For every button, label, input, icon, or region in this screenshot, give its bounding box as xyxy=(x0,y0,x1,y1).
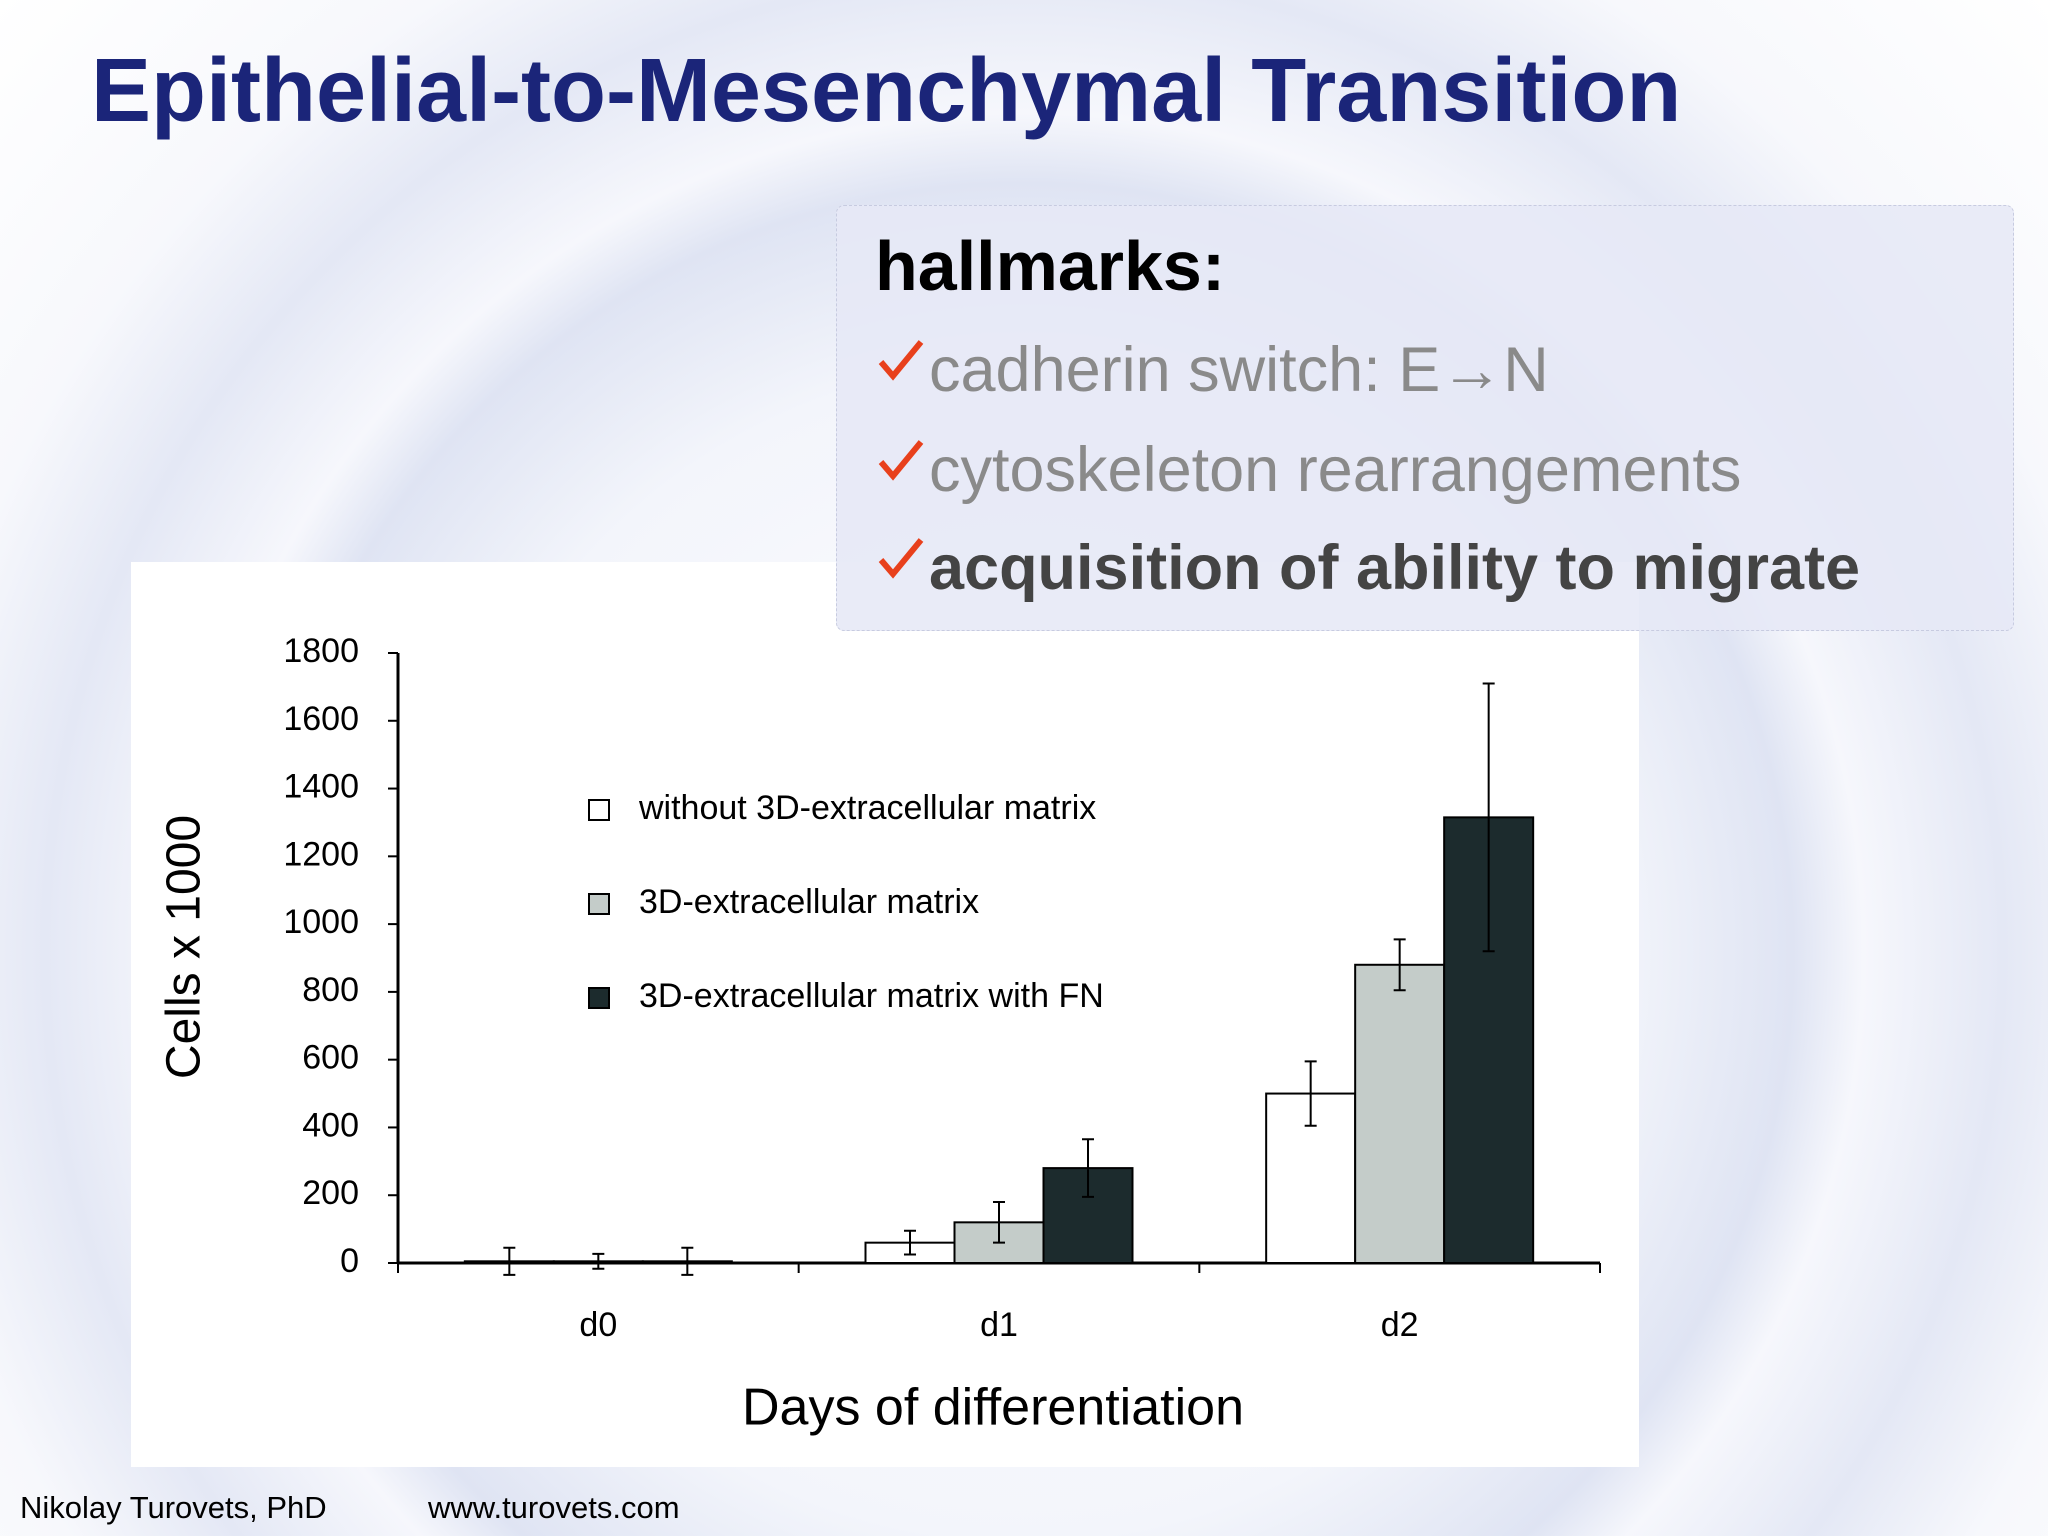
error-bar xyxy=(503,1246,516,1276)
footer-website: www.turovets.com xyxy=(428,1490,680,1525)
x-tick-label: d1 xyxy=(980,1306,1018,1344)
legend-label: 3D-extracellular matrix with FN xyxy=(639,977,1104,1015)
error-bar xyxy=(993,1201,1005,1244)
x-tick-label: d0 xyxy=(579,1306,617,1344)
check-icon xyxy=(878,538,924,579)
slide-title: Epithelial-to-Mesenchymal Transition xyxy=(91,41,1682,141)
error-bar xyxy=(681,1246,694,1276)
y-tick-label: 1400 xyxy=(283,768,359,806)
hallmark-item: acquisition of ability to migrate xyxy=(929,533,1861,603)
x-tick-label: d2 xyxy=(1381,1306,1419,1344)
check-icon xyxy=(878,340,924,381)
y-tick-label: 600 xyxy=(302,1039,359,1077)
error-bar xyxy=(1393,938,1406,992)
error-bar xyxy=(1482,682,1495,953)
legend-swatch xyxy=(588,893,610,915)
hallmark-item: cadherin switch: E→N xyxy=(929,335,1549,405)
hallmark-item: cytoskeleton rearrangements xyxy=(929,435,1742,505)
y-tick-label: 200 xyxy=(302,1174,359,1212)
footer-author: Nikolay Turovets, PhD xyxy=(20,1490,327,1525)
y-tick-label: 1800 xyxy=(283,632,359,670)
hallmarks-box: hallmarks: cadherin switch: E→N cytoskel… xyxy=(836,205,2014,631)
legend-label: 3D-extracellular matrix xyxy=(639,883,979,921)
y-tick-label: 1200 xyxy=(283,835,359,873)
error-bar xyxy=(592,1252,605,1270)
bar xyxy=(1354,963,1446,1264)
error-bar xyxy=(1082,1138,1094,1198)
y-tick-label: 1000 xyxy=(283,903,359,941)
y-tick-label: 400 xyxy=(302,1106,359,1144)
check-icon xyxy=(878,440,924,481)
error-bar xyxy=(1304,1060,1317,1127)
hallmarks-heading: hallmarks: xyxy=(875,227,1226,305)
error-bar xyxy=(904,1229,916,1256)
x-axis-label: Days of differentiation xyxy=(742,1379,1244,1437)
y-axis-label: Cells x 1000 xyxy=(158,815,211,1079)
legend-label: without 3D-extracellular matrix xyxy=(638,789,1096,827)
legend-swatch xyxy=(588,799,610,821)
y-tick-label: 800 xyxy=(302,971,359,1009)
legend-swatch xyxy=(588,987,610,1009)
y-tick-label: 1600 xyxy=(283,700,359,738)
y-tick-label: 0 xyxy=(340,1242,359,1280)
